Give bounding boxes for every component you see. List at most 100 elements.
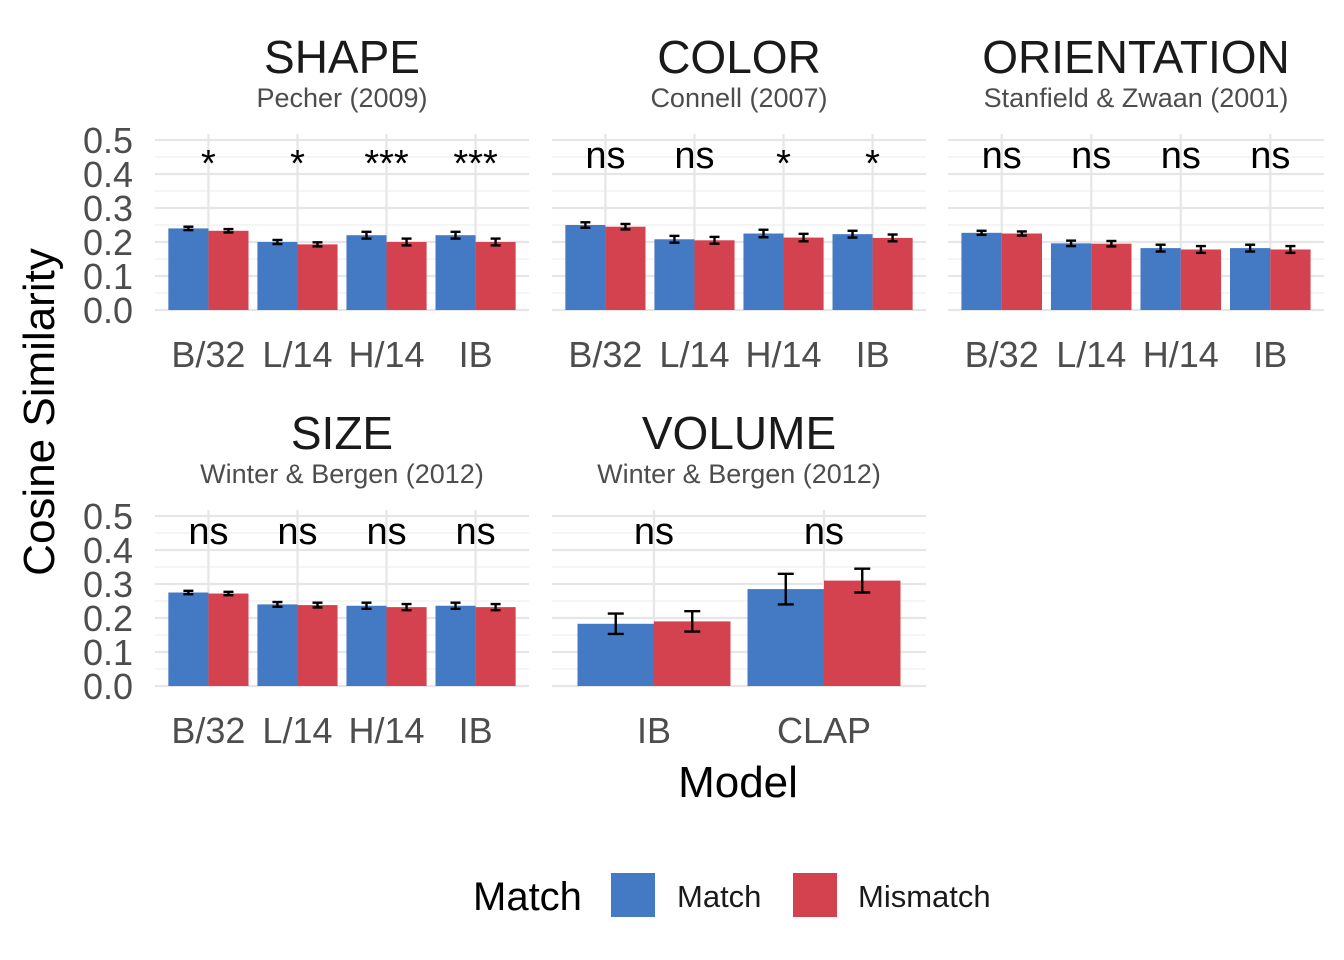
bar-mismatch-b32 (605, 226, 646, 310)
bar-match-ib (1230, 248, 1271, 310)
error-bar (401, 237, 412, 247)
y-tick-label: 0.0 (83, 290, 133, 331)
bar-match-l14 (257, 604, 298, 686)
significance-label: ns (674, 135, 714, 177)
error-bar (1195, 244, 1206, 255)
panel-subtitle: Winter & Bergen (2012) (597, 459, 881, 489)
x-tick-label: H/14 (349, 334, 425, 375)
error-bar (1285, 244, 1296, 255)
error-bar (607, 612, 624, 636)
bar-match-b32 (168, 228, 209, 310)
panel-subtitle: Pecher (2009) (256, 83, 427, 113)
error-bar (361, 601, 372, 611)
legend-title: Match (473, 875, 582, 919)
error-bar (1016, 230, 1027, 237)
error-bar (272, 238, 283, 246)
significance-label: ns (277, 511, 317, 553)
panel-subtitle: Connell (2007) (650, 83, 827, 113)
legend-label-match: Match (677, 879, 761, 914)
error-bar (361, 230, 372, 240)
facet-panels: 0.00.10.20.30.40.5*B/32*L/14***H/14***IB… (83, 31, 1324, 751)
y-axis-title: Cosine Similarity (15, 248, 64, 576)
significance-label: ns (804, 511, 844, 553)
x-tick-label: L/14 (1056, 334, 1126, 375)
significance-label: ns (1161, 135, 1201, 177)
error-bar (684, 610, 701, 633)
panel-title: ORIENTATION (982, 31, 1290, 83)
bar-match-b32 (168, 592, 209, 686)
y-tick-label: 0.3 (83, 564, 133, 605)
bar-match-ib (435, 235, 476, 310)
error-bar (709, 235, 720, 245)
y-tick-label: 0.2 (83, 598, 133, 639)
panel-size: 0.00.10.20.30.40.5 ns B/32 ns L/14 ns H/14 ns IB… (83, 407, 529, 751)
significance-label: *** (453, 143, 498, 185)
bar-match-h14 (1140, 248, 1181, 310)
error-bar (272, 600, 283, 608)
panel-subtitle: Stanfield & Zwaan (2001) (984, 83, 1289, 113)
x-tick-label: IB (637, 710, 671, 751)
bar-match-ib (832, 234, 873, 310)
x-tick-label: H/14 (349, 710, 425, 751)
bar-mismatch-b32 (208, 593, 249, 686)
error-bar (1066, 239, 1077, 248)
x-tick-label: IB (1253, 334, 1287, 375)
x-tick-label: L/14 (659, 334, 729, 375)
bar-mismatch-ib (872, 237, 913, 310)
significance-label: * (776, 143, 791, 185)
error-bar (854, 567, 871, 594)
bar-match-ib (435, 605, 476, 686)
panel-orientation: ns B/32 ns L/14 ns H/14 ns IB ORIENTATIONStanfie… (948, 31, 1324, 375)
bar-mismatch-h14 (386, 607, 427, 686)
significance-label: ns (585, 135, 625, 177)
error-bar (798, 232, 809, 243)
bar-match-b32 (565, 225, 606, 310)
legend: Match Match Mismatch (473, 873, 991, 919)
y-tick-label: 0.0 (83, 666, 133, 707)
y-tick-label: 0.1 (83, 256, 133, 297)
error-bar (620, 222, 631, 231)
x-tick-label: IB (856, 334, 890, 375)
legend-label-mismatch: Mismatch (858, 879, 991, 914)
x-tick-label: B/32 (171, 334, 245, 375)
x-tick-label: B/32 (568, 334, 642, 375)
error-bar (758, 228, 769, 239)
significance-label: ns (982, 135, 1022, 177)
error-bar (1245, 243, 1256, 253)
significance-label: *** (364, 143, 409, 185)
bar-mismatch-ib (475, 242, 516, 310)
error-bar (401, 602, 412, 612)
panel-title: SHAPE (264, 31, 420, 83)
bar-mismatch-ib (475, 607, 516, 686)
bar-match-l14 (257, 242, 298, 310)
x-tick-label: B/32 (171, 710, 245, 751)
significance-label: ns (366, 511, 406, 553)
error-bar (183, 225, 194, 232)
bar-match-h14 (743, 233, 784, 310)
significance-label: ns (188, 511, 228, 553)
legend-swatch-mismatch (793, 873, 837, 917)
bar-mismatch-l14 (1091, 243, 1132, 310)
error-bar (223, 227, 234, 234)
bar-mismatch-b32 (208, 230, 249, 310)
error-bar (450, 230, 461, 240)
error-bar (580, 221, 591, 229)
y-tick-label: 0.4 (83, 530, 133, 571)
error-bar (490, 237, 501, 247)
x-tick-label: IB (459, 710, 493, 751)
x-tick-label: L/14 (262, 710, 332, 751)
panel-shape: 0.00.10.20.30.40.5 * B/32 * L/14 *** H/14 *** IB… (83, 31, 529, 375)
significance-label: * (201, 143, 216, 185)
significance-label: ns (634, 511, 674, 553)
panel-subtitle: Winter & Bergen (2012) (200, 459, 484, 489)
x-tick-label: H/14 (1143, 334, 1219, 375)
bar-mismatch-ib (1270, 249, 1311, 310)
x-tick-label: L/14 (262, 334, 332, 375)
panel-title: VOLUME (642, 407, 836, 459)
significance-label: ns (1250, 135, 1290, 177)
bar-mismatch-b32 (1001, 233, 1042, 310)
y-tick-label: 0.5 (83, 120, 133, 161)
